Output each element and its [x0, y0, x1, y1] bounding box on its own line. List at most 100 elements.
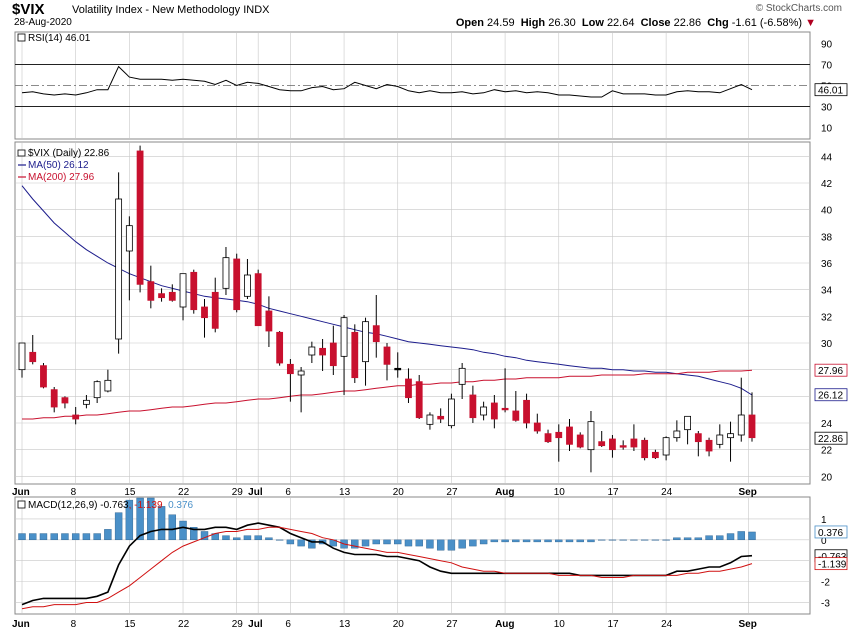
- candle-body: [158, 293, 165, 299]
- candle-body: [50, 389, 58, 408]
- x-tick-mid: 22: [178, 487, 190, 498]
- macd-panel: [14, 496, 811, 615]
- rsi-y-tick: 10: [821, 124, 833, 135]
- rsi-value-label: 46.01: [814, 83, 848, 97]
- price-legend-item: $VIX (Daily) 22.86: [17, 148, 110, 159]
- candle: [394, 352, 402, 378]
- macd-histogram-bar: [705, 535, 713, 541]
- candle: [598, 431, 606, 447]
- candle-body: [351, 331, 359, 379]
- candle-body: [544, 433, 552, 443]
- candle-body: [254, 273, 262, 327]
- candle-body: [609, 438, 616, 451]
- macd-histogram-bar: [383, 539, 391, 545]
- candle-body: [662, 437, 670, 456]
- macd-histogram-bar: [458, 539, 466, 549]
- candle-body: [566, 426, 573, 445]
- price-value-label-close-box: [814, 431, 848, 445]
- candle: [201, 299, 208, 338]
- high-label: High: [520, 17, 546, 29]
- candle: [576, 432, 584, 449]
- price-y-tick: 30: [821, 339, 833, 350]
- candle-body: [233, 258, 241, 311]
- price-value-label-close-text: 22.86: [818, 434, 843, 445]
- macd-histogram-bar: [716, 535, 724, 541]
- candle: [609, 435, 616, 458]
- price-y-tick: 38: [821, 232, 833, 243]
- x-tick-mid: 10: [554, 487, 566, 498]
- candle: [254, 269, 262, 327]
- candle: [512, 391, 520, 422]
- candle: [244, 259, 251, 299]
- candle-body: [319, 347, 326, 356]
- candle: [351, 324, 359, 383]
- candle-body: [168, 291, 176, 301]
- x-tick-mid: 27: [446, 487, 458, 498]
- macd-histogram-bar: [29, 533, 37, 541]
- x-tick-bottom: 6: [285, 619, 291, 630]
- rsi-value-label-text: 46.01: [818, 86, 843, 97]
- candle-body: [716, 434, 724, 445]
- candle: [83, 395, 90, 409]
- rsi-legend-icon: [17, 33, 26, 42]
- candle: [319, 339, 326, 371]
- candle-body: [265, 310, 273, 332]
- candle: [737, 377, 745, 442]
- close-label: Close: [640, 17, 671, 29]
- candle: [651, 449, 659, 459]
- macd-histogram-bar: [243, 535, 252, 541]
- macd-histogram-bar: [254, 535, 262, 541]
- candle-body: [147, 281, 155, 301]
- candle: [286, 359, 294, 402]
- candle: [72, 407, 80, 425]
- candle: [383, 343, 391, 381]
- candle-body: [437, 415, 445, 420]
- macd-legend-signal: , -1.139: [129, 500, 163, 511]
- low-value: 22.64: [606, 17, 635, 29]
- candle: [630, 424, 638, 451]
- macd-histogram-bar: [565, 539, 574, 543]
- macd-histogram-bar: [683, 537, 692, 541]
- macd-histogram-bar: [726, 533, 735, 541]
- price-value-label-ma50-text: 26.12: [818, 391, 843, 402]
- candle: [297, 367, 305, 413]
- candle-body: [405, 378, 412, 399]
- macd-histogram-bar: [436, 539, 445, 551]
- candle: [501, 368, 509, 413]
- candle: [587, 411, 595, 473]
- candle: [340, 315, 348, 395]
- macd-histogram-bar: [576, 539, 584, 543]
- macd-histogram-bar: [640, 539, 649, 541]
- candle: [555, 424, 563, 462]
- candle: [426, 412, 434, 430]
- macd-histogram-bar: [308, 539, 316, 549]
- candle: [415, 375, 423, 419]
- change-value: -1.61 (-6.58%): [731, 17, 803, 29]
- rsi-y-tick: 70: [821, 61, 833, 72]
- ma200-line: [22, 369, 753, 420]
- macd-value-label-signal-box: [814, 557, 848, 571]
- candle-body: [308, 346, 316, 356]
- candle: [50, 387, 58, 413]
- candle-body: [125, 225, 133, 252]
- x-tick-bottom: 20: [393, 619, 405, 630]
- candle-body: [576, 434, 584, 448]
- macd-histogram-bar: [619, 539, 627, 541]
- x-tick-mid: 24: [661, 487, 673, 498]
- macd-histogram-bar: [394, 539, 402, 545]
- macd-histogram-bar: [469, 539, 477, 547]
- candle: [93, 380, 101, 403]
- candle-body: [190, 271, 198, 311]
- candle-body: [362, 321, 369, 363]
- candle: [179, 273, 187, 321]
- macd-histogram-bar: [512, 539, 520, 543]
- macd-y-tick: 1: [821, 515, 827, 526]
- candle: [222, 247, 230, 295]
- low-label: Low: [581, 17, 604, 29]
- price-value-label-ma50-box: [814, 388, 848, 402]
- price-legend-item: MA(200) 27.96: [18, 172, 95, 183]
- price-value-label-close: 22.86: [814, 431, 848, 445]
- macd-legend-macd: -0.763: [97, 500, 129, 511]
- x-tick-bottom: Jun: [12, 619, 30, 630]
- x-tick-mid: 8: [71, 487, 77, 498]
